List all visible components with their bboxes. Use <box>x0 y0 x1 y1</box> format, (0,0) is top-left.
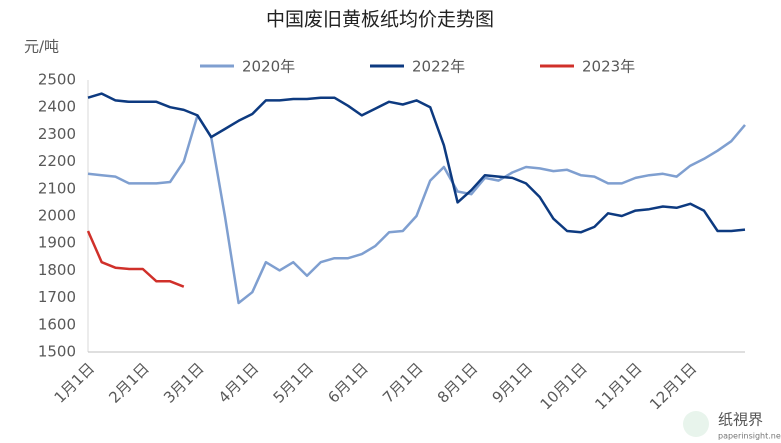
x-tick-label: 2月1日 <box>105 359 152 406</box>
x-tick-label: 7月1日 <box>379 359 426 406</box>
y-tick-label: 2200 <box>38 152 76 170</box>
y-tick-label: 2500 <box>38 71 76 89</box>
x-tick-label: 9月1日 <box>489 359 536 406</box>
y-tick-label: 1900 <box>38 234 76 252</box>
x-tick-label: 4月1日 <box>215 359 262 406</box>
legend-label: 2022年 <box>412 58 465 76</box>
y-tick-label: 2300 <box>38 125 76 143</box>
watermark-logo <box>683 411 709 437</box>
line-series <box>86 230 185 288</box>
chart-title: 中国废旧黄板纸均价走势图 <box>266 9 494 31</box>
watermark-site: paperinsight.net <box>718 432 781 441</box>
y-tick-label: 2100 <box>38 179 76 197</box>
x-tick-label: 10月1日 <box>537 359 591 413</box>
legend-label: 2020年 <box>242 58 295 76</box>
y-axis-label: 元/吨 <box>24 38 59 56</box>
watermark: 纸視界 paperinsight.net <box>683 411 781 441</box>
y-tick-label: 2400 <box>38 98 76 116</box>
legend-label: 2023年 <box>582 58 635 76</box>
x-tick-label: 6月1日 <box>324 359 371 406</box>
y-tick-label: 2000 <box>38 207 76 225</box>
x-tick-label: 11月1日 <box>591 359 645 413</box>
x-tick-label: 12月1日 <box>646 359 700 413</box>
x-tick-label: 8月1日 <box>434 359 481 406</box>
y-tick-label: 1500 <box>38 343 76 361</box>
line-series <box>87 92 746 234</box>
y-tick-label: 1800 <box>38 261 76 279</box>
x-tick-label: 3月1日 <box>160 359 207 406</box>
y-tick-label: 1600 <box>38 315 76 333</box>
watermark-name: 纸視界 <box>718 411 763 429</box>
x-tick-label: 1月1日 <box>51 359 98 406</box>
x-tick-label: 5月1日 <box>270 359 317 406</box>
y-tick-label: 1700 <box>38 288 76 306</box>
